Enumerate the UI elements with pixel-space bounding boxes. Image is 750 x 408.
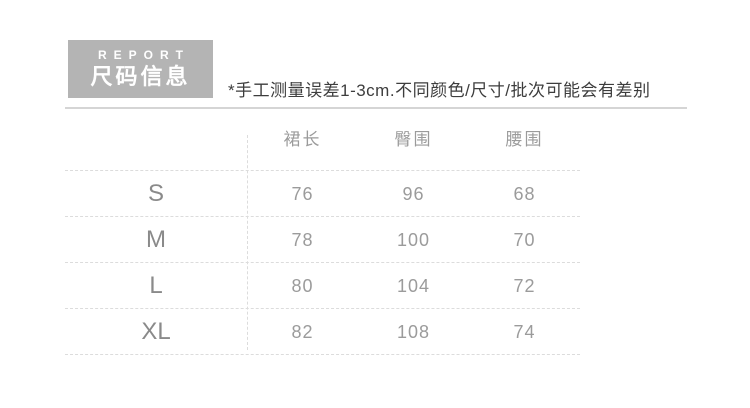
size-table: 裙长 臀围 腰围 S 76 96 68 M 78 100 70 L 80 104… xyxy=(65,109,580,355)
table-row-s: S 76 96 68 xyxy=(65,170,580,216)
waist-value: 72 xyxy=(513,275,536,296)
size-info-badge: REPORT 尺码信息 xyxy=(68,40,213,98)
skirt-length-value: 78 xyxy=(291,229,314,250)
badge-title: 尺码信息 xyxy=(90,63,191,89)
table-row-m: M 78 100 70 xyxy=(65,216,580,262)
badge-report-label: REPORT xyxy=(97,47,190,62)
measurement-note: *手工测量误差1-3cm.不同颜色/尺寸/批次可能会有差别 xyxy=(228,81,651,100)
waist-value: 74 xyxy=(513,321,536,342)
table-header-row: 裙长 臀围 腰围 xyxy=(65,109,580,170)
hip-value: 100 xyxy=(396,229,431,250)
size-label: L xyxy=(149,271,163,299)
hip-value: 108 xyxy=(396,321,431,342)
hip-value: 96 xyxy=(402,183,425,204)
skirt-length-value: 76 xyxy=(291,183,314,204)
size-label: M xyxy=(146,225,166,253)
waist-value: 68 xyxy=(513,183,536,204)
waist-value: 70 xyxy=(513,229,536,250)
hip-value: 104 xyxy=(396,275,431,296)
header-divider xyxy=(65,107,687,109)
size-label: S xyxy=(147,179,164,207)
column-header-skirt-length: 裙长 xyxy=(283,130,322,149)
size-label: XL xyxy=(141,317,171,345)
table-row-xl: XL 82 108 74 xyxy=(65,308,580,355)
size-column-separator xyxy=(247,135,248,350)
skirt-length-value: 82 xyxy=(291,321,314,342)
skirt-length-value: 80 xyxy=(291,275,314,296)
table-row-l: L 80 104 72 xyxy=(65,262,580,308)
column-header-waist: 腰围 xyxy=(505,130,544,149)
column-header-hip: 臀围 xyxy=(394,130,433,149)
